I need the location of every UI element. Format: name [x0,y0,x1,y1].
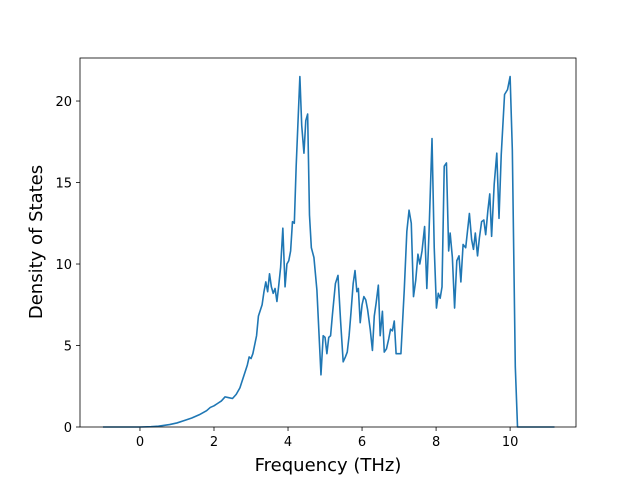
y-tick-label: 0 [64,421,72,436]
x-axis-label: Frequency (THz) [255,455,402,476]
plot-frame [79,57,577,428]
x-tick-label: 2 [210,435,218,450]
x-tick-label: 8 [432,435,440,450]
y-tick-label: 5 [64,340,72,355]
y-tick-label: 10 [55,258,72,273]
dos-line [102,75,555,428]
x-tick-label: 4 [284,435,292,450]
y-tick-label: 15 [55,177,72,192]
y-axis-label: Density of States [26,165,47,319]
x-tick-label: 0 [136,435,144,450]
x-tick-label: 6 [358,435,366,450]
x-tick-label: 10 [502,435,519,450]
y-tick-label: 20 [55,95,72,110]
